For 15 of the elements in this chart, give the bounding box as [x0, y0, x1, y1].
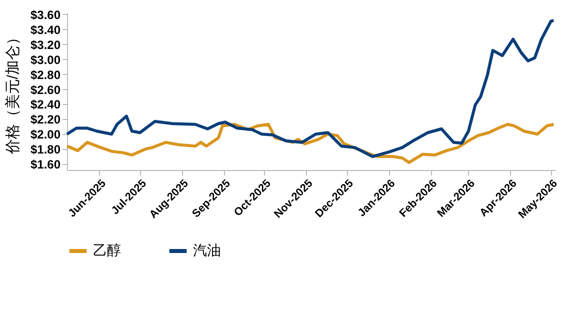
y-tick-label: $2.00: [30, 128, 61, 142]
y-tick-label: $3.40: [30, 22, 61, 37]
y-tick-label: $2.80: [30, 68, 61, 82]
legend-label: 汽油: [193, 242, 221, 258]
y-tick-label: $2.40: [30, 98, 61, 112]
y-tick-label: $2.20: [30, 112, 61, 127]
y-tick-label: $1.60: [30, 158, 61, 172]
y-axis-title: 价格（美元/加仑）: [4, 30, 22, 156]
y-tick-label: $3.00: [30, 52, 61, 67]
y-tick-label: $3.20: [30, 38, 61, 52]
y-tick-label: $1.80: [30, 142, 61, 157]
y-tick-label: $3.60: [30, 8, 61, 22]
y-tick-label: $2.60: [30, 82, 61, 97]
legend-label: 乙醇: [93, 242, 121, 258]
line-series: [66, 18, 556, 158]
